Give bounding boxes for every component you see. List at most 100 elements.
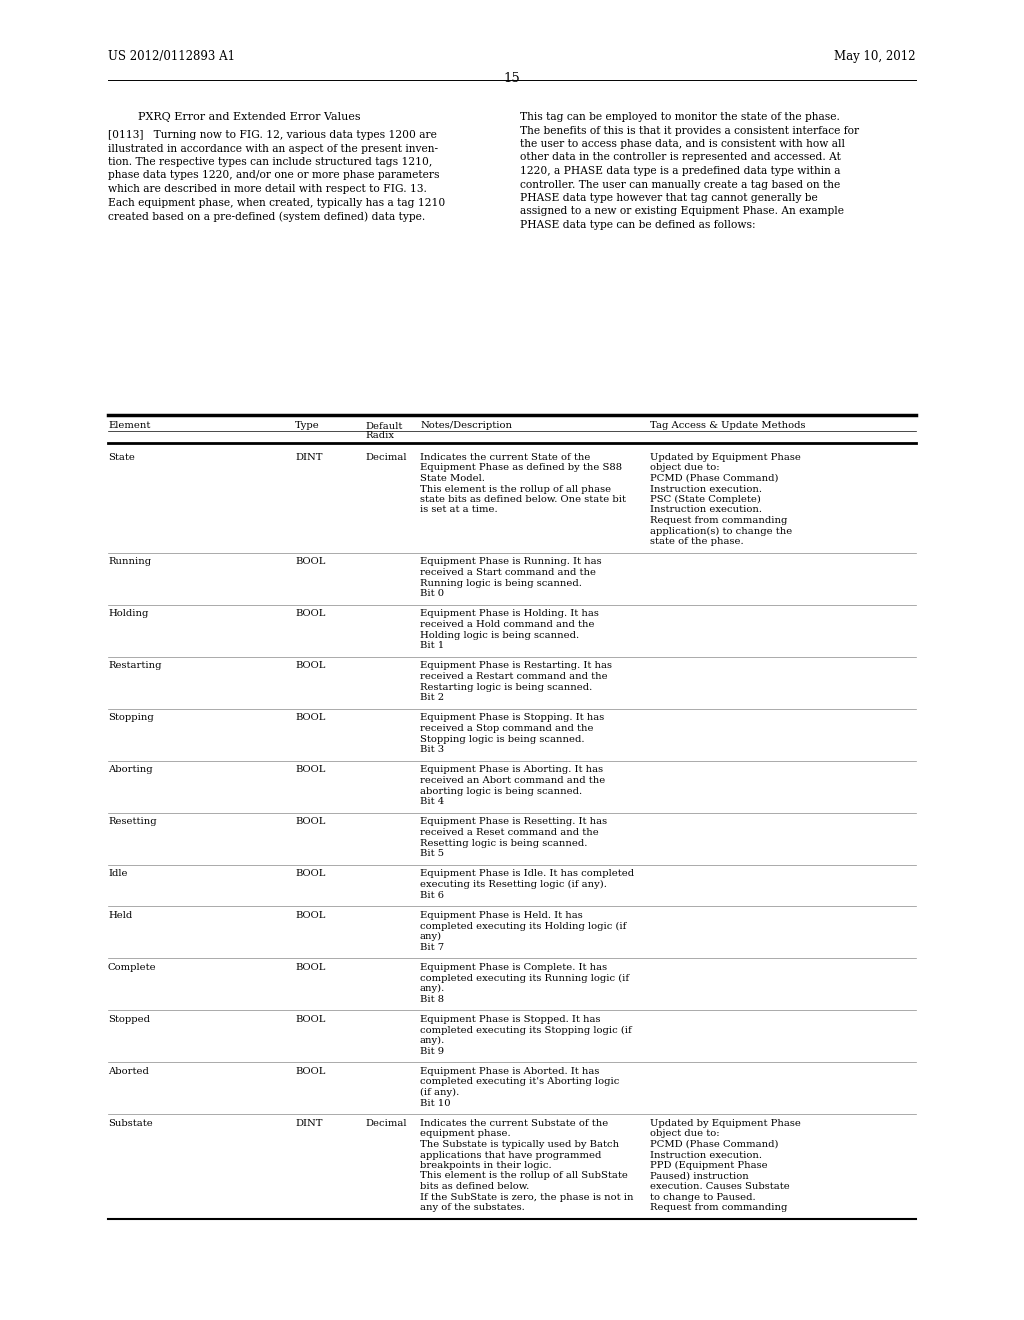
Text: Equipment Phase is Resetting. It has: Equipment Phase is Resetting. It has bbox=[420, 817, 607, 826]
Text: Default: Default bbox=[365, 422, 402, 432]
Text: the user to access phase data, and is consistent with how all: the user to access phase data, and is co… bbox=[520, 139, 845, 149]
Text: Equipment Phase is Running. It has: Equipment Phase is Running. It has bbox=[420, 557, 602, 566]
Text: aborting logic is being scanned.: aborting logic is being scanned. bbox=[420, 787, 582, 796]
Text: This element is the rollup of all phase: This element is the rollup of all phase bbox=[420, 484, 611, 494]
Text: US 2012/0112893 A1: US 2012/0112893 A1 bbox=[108, 50, 234, 63]
Text: May 10, 2012: May 10, 2012 bbox=[835, 50, 916, 63]
Text: Stopping logic is being scanned.: Stopping logic is being scanned. bbox=[420, 734, 585, 743]
Text: Bit 10: Bit 10 bbox=[420, 1098, 451, 1107]
Text: applications that have programmed: applications that have programmed bbox=[420, 1151, 601, 1159]
Text: State Model.: State Model. bbox=[420, 474, 485, 483]
Text: Equipment Phase is Aborting. It has: Equipment Phase is Aborting. It has bbox=[420, 766, 603, 775]
Text: BOOL: BOOL bbox=[295, 610, 326, 619]
Text: This element is the rollup of all SubState: This element is the rollup of all SubSta… bbox=[420, 1172, 628, 1180]
Text: Aborted: Aborted bbox=[108, 1067, 148, 1076]
Text: received a Restart command and the: received a Restart command and the bbox=[420, 672, 607, 681]
Text: Bit 4: Bit 4 bbox=[420, 797, 444, 807]
Text: assigned to a new or existing Equipment Phase. An example: assigned to a new or existing Equipment … bbox=[520, 206, 844, 216]
Text: Bit 2: Bit 2 bbox=[420, 693, 444, 702]
Text: Request from commanding: Request from commanding bbox=[650, 1203, 787, 1212]
Text: Instruction execution.: Instruction execution. bbox=[650, 484, 762, 494]
Text: Equipment Phase is Stopping. It has: Equipment Phase is Stopping. It has bbox=[420, 714, 604, 722]
Text: BOOL: BOOL bbox=[295, 661, 326, 671]
Text: PCMD (Phase Command): PCMD (Phase Command) bbox=[650, 474, 778, 483]
Text: BOOL: BOOL bbox=[295, 557, 326, 566]
Text: [0113]   Turning now to FIG. 12, various data types 1200 are: [0113] Turning now to FIG. 12, various d… bbox=[108, 129, 437, 140]
Text: Instruction execution.: Instruction execution. bbox=[650, 506, 762, 515]
Text: Restarting: Restarting bbox=[108, 661, 162, 671]
Text: execution. Causes Substate: execution. Causes Substate bbox=[650, 1181, 790, 1191]
Text: Resetting: Resetting bbox=[108, 817, 157, 826]
Text: Bit 5: Bit 5 bbox=[420, 849, 444, 858]
Text: PXRQ Error and Extended Error Values: PXRQ Error and Extended Error Values bbox=[138, 112, 360, 121]
Text: Complete: Complete bbox=[108, 964, 157, 972]
Text: Equipment Phase is Restarting. It has: Equipment Phase is Restarting. It has bbox=[420, 661, 612, 671]
Text: other data in the controller is represented and accessed. At: other data in the controller is represen… bbox=[520, 153, 841, 162]
Text: any of the substates.: any of the substates. bbox=[420, 1203, 524, 1212]
Text: Each equipment phase, when created, typically has a tag 1210: Each equipment phase, when created, typi… bbox=[108, 198, 445, 207]
Text: Indicates the current Substate of the: Indicates the current Substate of the bbox=[420, 1119, 608, 1129]
Text: tion. The respective types can include structured tags 1210,: tion. The respective types can include s… bbox=[108, 157, 432, 168]
Text: State: State bbox=[108, 453, 135, 462]
Text: received a Hold command and the: received a Hold command and the bbox=[420, 620, 595, 630]
Text: BOOL: BOOL bbox=[295, 870, 326, 879]
Text: Running logic is being scanned.: Running logic is being scanned. bbox=[420, 578, 582, 587]
Text: object due to:: object due to: bbox=[650, 463, 720, 473]
Text: any).: any). bbox=[420, 1036, 445, 1045]
Text: BOOL: BOOL bbox=[295, 1067, 326, 1076]
Text: controller. The user can manually create a tag based on the: controller. The user can manually create… bbox=[520, 180, 841, 190]
Text: Bit 8: Bit 8 bbox=[420, 994, 444, 1003]
Text: Stopped: Stopped bbox=[108, 1015, 150, 1024]
Text: object due to:: object due to: bbox=[650, 1130, 720, 1138]
Text: executing its Resetting logic (if any).: executing its Resetting logic (if any). bbox=[420, 880, 607, 890]
Text: Resetting logic is being scanned.: Resetting logic is being scanned. bbox=[420, 838, 588, 847]
Text: BOOL: BOOL bbox=[295, 1015, 326, 1024]
Text: BOOL: BOOL bbox=[295, 964, 326, 972]
Text: received a Stop command and the: received a Stop command and the bbox=[420, 723, 594, 733]
Text: completed executing its Holding logic (if: completed executing its Holding logic (i… bbox=[420, 921, 627, 931]
Text: which are described in more detail with respect to FIG. 13.: which are described in more detail with … bbox=[108, 183, 427, 194]
Text: BOOL: BOOL bbox=[295, 911, 326, 920]
Text: Restarting logic is being scanned.: Restarting logic is being scanned. bbox=[420, 682, 592, 692]
Text: completed executing it's Aborting logic: completed executing it's Aborting logic bbox=[420, 1077, 620, 1086]
Text: If the SubState is zero, the phase is not in: If the SubState is zero, the phase is no… bbox=[420, 1192, 634, 1201]
Text: received an Abort command and the: received an Abort command and the bbox=[420, 776, 605, 785]
Text: Decimal: Decimal bbox=[365, 1119, 407, 1129]
Text: received a Start command and the: received a Start command and the bbox=[420, 568, 596, 577]
Text: Request from commanding: Request from commanding bbox=[650, 516, 787, 525]
Text: BOOL: BOOL bbox=[295, 714, 326, 722]
Text: Running: Running bbox=[108, 557, 152, 566]
Text: received a Reset command and the: received a Reset command and the bbox=[420, 828, 599, 837]
Text: Equipment Phase is Stopped. It has: Equipment Phase is Stopped. It has bbox=[420, 1015, 600, 1024]
Text: equipment phase.: equipment phase. bbox=[420, 1130, 511, 1138]
Text: PPD (Equipment Phase: PPD (Equipment Phase bbox=[650, 1162, 768, 1170]
Text: BOOL: BOOL bbox=[295, 766, 326, 775]
Text: Equipment Phase as defined by the S88: Equipment Phase as defined by the S88 bbox=[420, 463, 623, 473]
Text: Equipment Phase is Complete. It has: Equipment Phase is Complete. It has bbox=[420, 964, 607, 972]
Text: Updated by Equipment Phase: Updated by Equipment Phase bbox=[650, 453, 801, 462]
Text: Radix: Radix bbox=[365, 432, 394, 440]
Text: Bit 6: Bit 6 bbox=[420, 891, 444, 899]
Text: completed executing its Running logic (if: completed executing its Running logic (i… bbox=[420, 974, 629, 982]
Text: Equipment Phase is Held. It has: Equipment Phase is Held. It has bbox=[420, 911, 583, 920]
Text: Bit 0: Bit 0 bbox=[420, 589, 444, 598]
Text: Holding logic is being scanned.: Holding logic is being scanned. bbox=[420, 631, 580, 639]
Text: created based on a pre-defined (system defined) data type.: created based on a pre-defined (system d… bbox=[108, 211, 425, 222]
Text: any).: any). bbox=[420, 983, 445, 993]
Text: Instruction execution.: Instruction execution. bbox=[650, 1151, 762, 1159]
Text: PHASE data type can be defined as follows:: PHASE data type can be defined as follow… bbox=[520, 220, 756, 230]
Text: Notes/Description: Notes/Description bbox=[420, 421, 512, 430]
Text: Aborting: Aborting bbox=[108, 766, 153, 775]
Text: The benefits of this is that it provides a consistent interface for: The benefits of this is that it provides… bbox=[520, 125, 859, 136]
Text: (if any).: (if any). bbox=[420, 1088, 459, 1097]
Text: Stopping: Stopping bbox=[108, 714, 154, 722]
Text: application(s) to change the: application(s) to change the bbox=[650, 527, 793, 536]
Text: 15: 15 bbox=[504, 73, 520, 84]
Text: PSC (State Complete): PSC (State Complete) bbox=[650, 495, 761, 504]
Text: Updated by Equipment Phase: Updated by Equipment Phase bbox=[650, 1119, 801, 1129]
Text: Type: Type bbox=[295, 421, 319, 430]
Text: any): any) bbox=[420, 932, 442, 941]
Text: Indicates the current State of the: Indicates the current State of the bbox=[420, 453, 591, 462]
Text: PCMD (Phase Command): PCMD (Phase Command) bbox=[650, 1140, 778, 1148]
Text: bits as defined below.: bits as defined below. bbox=[420, 1181, 529, 1191]
